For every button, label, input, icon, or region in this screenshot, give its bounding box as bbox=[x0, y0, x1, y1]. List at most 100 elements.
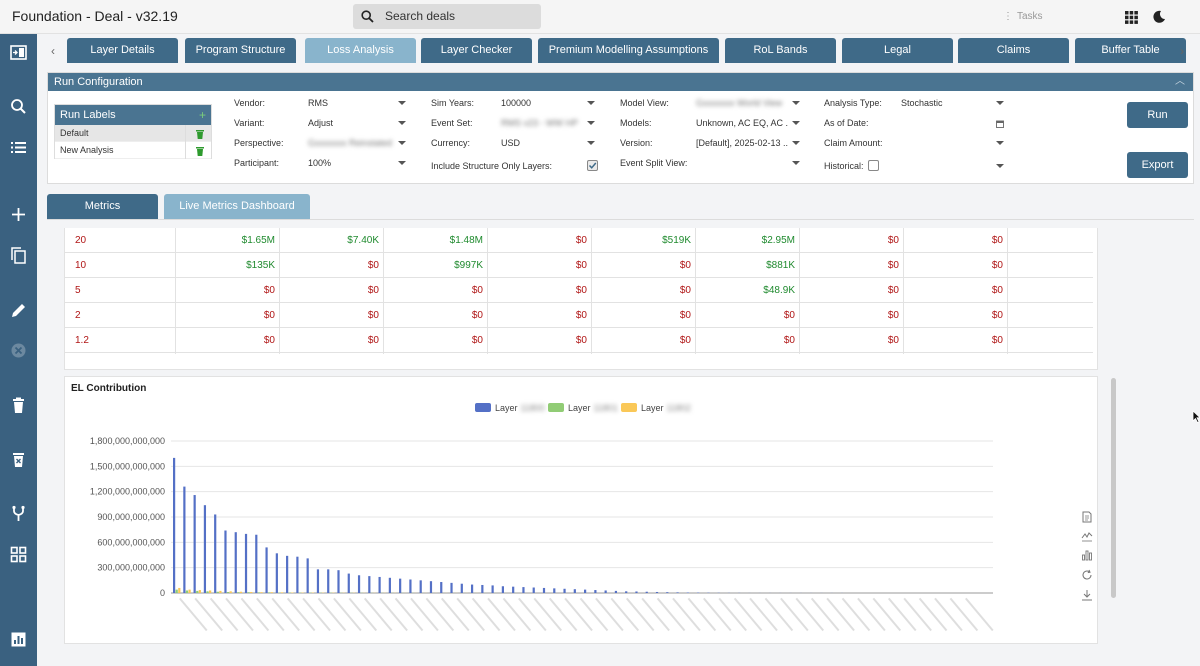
model-view-dropdown-icon[interactable] bbox=[792, 101, 800, 105]
variant-select[interactable]: Adjust bbox=[308, 118, 334, 128]
x-tick-label-blurred bbox=[564, 597, 593, 632]
panel-toggle-icon[interactable] bbox=[10, 44, 27, 61]
perspective-dropdown-icon[interactable] bbox=[398, 141, 406, 145]
participant-select[interactable]: 100% bbox=[308, 158, 332, 168]
vendor-dropdown-icon[interactable] bbox=[398, 101, 406, 105]
collapse-icon[interactable]: ︿ bbox=[1175, 76, 1185, 87]
bar-chart-icon[interactable] bbox=[1081, 549, 1093, 561]
merge-icon[interactable] bbox=[10, 505, 27, 522]
event-set-dropdown-icon[interactable] bbox=[587, 121, 595, 125]
search-box[interactable] bbox=[353, 4, 541, 29]
include-structure-checkbox[interactable] bbox=[587, 160, 598, 171]
delete-icon[interactable] bbox=[10, 397, 27, 414]
tab-program-structure[interactable]: Program Structure bbox=[185, 38, 296, 63]
tabs-scroll-right-icon[interactable]: › bbox=[1180, 44, 1184, 58]
search-input[interactable] bbox=[385, 7, 535, 25]
model-view-label: Model View: bbox=[620, 98, 669, 108]
version-select[interactable]: [Default], 2025-02-13 ... bbox=[696, 138, 788, 148]
line-chart-icon[interactable] bbox=[1081, 530, 1093, 542]
version-dropdown-icon[interactable] bbox=[792, 141, 800, 145]
add-icon[interactable] bbox=[10, 206, 27, 223]
delete-forever-icon[interactable] bbox=[10, 451, 27, 468]
tab-layer-details[interactable]: Layer Details bbox=[67, 38, 178, 63]
analysis-type-dropdown-icon[interactable] bbox=[996, 101, 1004, 105]
event-split-view-dropdown-icon[interactable] bbox=[792, 161, 800, 165]
tabs-scroll-left-icon[interactable]: ‹ bbox=[51, 44, 55, 58]
tab-legal[interactable]: Legal bbox=[842, 38, 953, 63]
tab-layer-checker[interactable]: Layer Checker bbox=[421, 38, 532, 63]
tasks-menu[interactable]: ⋮ Tasks bbox=[1003, 11, 1043, 22]
model-view-select[interactable]: Gxxxxxxx World View bbox=[696, 98, 783, 108]
restore-icon[interactable] bbox=[1081, 569, 1093, 581]
run-configuration-panel: Run Configuration ︿ Run Labels + Default… bbox=[47, 72, 1194, 184]
edit-icon[interactable] bbox=[10, 302, 27, 319]
delete-label-icon[interactable] bbox=[196, 129, 204, 139]
content-scrollbar[interactable] bbox=[1111, 378, 1116, 598]
models-dropdown-icon[interactable] bbox=[792, 121, 800, 125]
claim-amount-dropdown-icon[interactable] bbox=[996, 141, 1004, 145]
tab-buffer-table[interactable]: Buffer Table bbox=[1075, 38, 1186, 63]
dark-mode-icon[interactable] bbox=[1152, 10, 1166, 24]
tab-rol-bands[interactable]: RoL Bands bbox=[725, 38, 836, 63]
chart-bar bbox=[296, 556, 299, 593]
y-tick-label: 600,000,000,000 bbox=[97, 537, 165, 547]
add-run-label-icon[interactable]: + bbox=[198, 108, 206, 122]
legend-item[interactable]: Layer 11800 bbox=[475, 403, 545, 413]
participant-dropdown-icon[interactable] bbox=[398, 161, 406, 165]
calendar-icon[interactable] bbox=[996, 120, 1004, 128]
historical-checkbox[interactable] bbox=[868, 160, 879, 171]
vendor-label: Vendor: bbox=[234, 98, 266, 108]
chart-bar bbox=[501, 586, 504, 593]
chart-bar bbox=[327, 569, 330, 593]
y-tick-label: 0 bbox=[160, 588, 165, 598]
x-tick-label-blurred bbox=[579, 597, 609, 632]
download-icon[interactable] bbox=[1081, 589, 1093, 601]
search-rail-icon[interactable] bbox=[10, 98, 27, 115]
tab-live-metrics-dashboard[interactable]: Live Metrics Dashboard bbox=[164, 194, 310, 219]
currency-select[interactable]: USD bbox=[501, 138, 521, 148]
legend-swatch bbox=[475, 403, 491, 412]
chart-bar bbox=[247, 592, 250, 593]
x-tick-label-blurred bbox=[872, 597, 902, 632]
event-set-select[interactable]: RMS v23 - WW HP ... bbox=[501, 118, 581, 128]
tab-premium-modelling-assumptions[interactable]: Premium Modelling Assumptions bbox=[538, 38, 719, 63]
x-tick-label-blurred bbox=[857, 597, 886, 632]
tab-loss-analysis[interactable]: Loss Analysis bbox=[305, 38, 416, 63]
models-select[interactable]: Unknown, AC EQ, AC ... bbox=[696, 118, 788, 128]
perspective-select[interactable]: Gxxxxxxx Reinstated bbox=[308, 138, 393, 148]
run-button[interactable]: Run bbox=[1127, 102, 1188, 128]
export-button[interactable]: Export bbox=[1127, 152, 1188, 178]
currency-dropdown-icon[interactable] bbox=[587, 141, 595, 145]
run-label-default[interactable]: Default bbox=[55, 125, 211, 142]
run-labels-title: Run Labels bbox=[60, 109, 116, 121]
tab-metrics[interactable]: Metrics bbox=[47, 194, 158, 219]
dashboard-icon[interactable] bbox=[10, 546, 27, 563]
analytics-icon[interactable] bbox=[10, 631, 27, 648]
chart-bar bbox=[185, 590, 189, 593]
list-icon[interactable] bbox=[10, 139, 27, 156]
x-tick-label-blurred bbox=[178, 597, 208, 632]
event-split-view-label: Event Split View: bbox=[620, 158, 688, 168]
vendor-select[interactable]: RMS bbox=[308, 98, 328, 108]
sim-years-dropdown-icon[interactable] bbox=[587, 101, 595, 105]
variant-dropdown-icon[interactable] bbox=[398, 121, 406, 125]
historical-dropdown-icon[interactable] bbox=[996, 164, 1004, 168]
legend-item[interactable]: Layer 11802 bbox=[621, 403, 691, 413]
legend-swatch bbox=[548, 403, 564, 412]
x-tick-label-blurred bbox=[302, 597, 331, 632]
legend-item[interactable]: Layer 11801 bbox=[548, 403, 618, 413]
data-view-icon[interactable] bbox=[1081, 511, 1093, 523]
run-label-new-analysis[interactable]: New Analysis bbox=[55, 142, 211, 159]
chart-bar bbox=[460, 583, 463, 593]
table-cell: $0 bbox=[575, 285, 587, 296]
chart-bar bbox=[522, 587, 525, 593]
tab-claims[interactable]: Claims bbox=[958, 38, 1069, 63]
delete-label-icon[interactable] bbox=[196, 146, 204, 156]
apps-grid-icon[interactable] bbox=[1125, 11, 1138, 24]
analysis-type-select[interactable]: Stochastic bbox=[901, 98, 943, 108]
copy-icon[interactable] bbox=[10, 247, 27, 264]
run-configuration-header[interactable]: Run Configuration ︿ bbox=[48, 73, 1193, 91]
table-cell: $0 bbox=[367, 260, 379, 271]
chart-bar bbox=[209, 590, 212, 593]
sim-years-select[interactable]: 100000 bbox=[501, 98, 532, 108]
